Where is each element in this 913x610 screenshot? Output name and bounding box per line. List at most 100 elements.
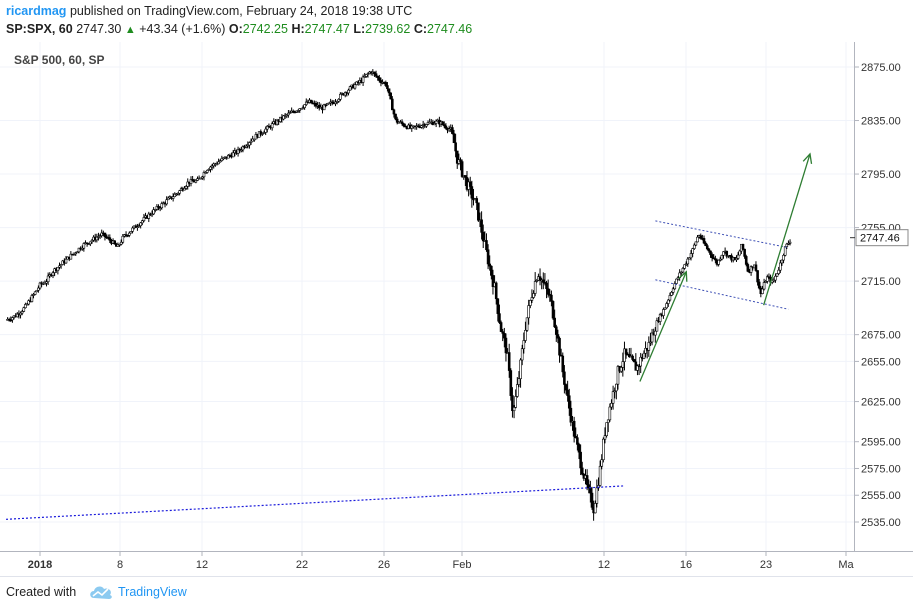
candle-up [671,288,675,293]
candle-down [554,326,558,335]
low-label: L: [353,22,366,36]
candle-down [628,354,631,358]
candle-up [603,435,607,440]
channel-lower-line[interactable] [655,279,789,310]
open-value: 2742.25 [242,22,288,36]
candle-up [218,160,222,163]
arrow-up-right[interactable] [762,153,811,306]
author-name[interactable]: ricardmag [6,4,67,18]
candle-up [365,74,368,77]
candle-down [392,109,396,115]
candle-up [244,145,248,148]
candle-up [285,114,289,117]
candle-up [150,213,154,216]
candle-up [275,119,279,125]
candle-down [702,238,706,244]
candle-up [621,361,625,368]
candle-up [46,275,50,283]
candle-up [131,227,134,232]
candle-up [647,342,651,351]
candle-up [27,300,30,305]
candle-down [490,265,493,276]
price-tick-label: 2655.00 [861,356,901,368]
candle-up [658,313,662,322]
candle-up [194,180,198,183]
candle-up [37,287,40,291]
symbol-label: SP:SPX, 60 [6,22,73,36]
candle-up [296,110,300,112]
price-tick-label: 2675.00 [861,330,901,342]
candle-up [717,259,720,265]
chart-area[interactable]: S&P 500, 60, SP 2535.00 2555.00 2575.00 259… [0,42,913,576]
tradingview-brand-link[interactable]: TradingView [118,585,187,599]
candle-down [481,232,485,242]
candle-up [610,402,613,408]
candle-up [522,340,526,350]
candle-up [655,320,659,332]
candle-down [704,242,707,246]
candle-up [334,101,337,104]
candle-down [757,281,761,289]
candle-up [74,252,78,255]
candle-down [576,437,579,445]
candle-up [783,246,787,256]
change-value: +43.34 (+1.6%) [139,22,226,36]
time-tick-label: 26 [378,559,390,571]
candle-up [738,250,742,256]
candle-down [580,467,584,475]
candle-down [157,206,160,209]
candle-up [615,383,618,392]
candle-up [58,265,61,268]
candle-up [129,231,133,234]
candle-up [606,419,610,423]
open-label: O: [228,22,243,36]
candle-up [166,197,170,201]
candle-down [191,179,194,182]
candle-down [545,282,548,289]
candle-up [231,152,235,158]
candle-up [514,396,517,408]
candle-up [25,303,29,306]
candle-up [683,264,686,269]
price-tick-label: 2535.00 [861,517,901,529]
candle-down [486,249,490,265]
candle-up [722,251,725,256]
support-trendline[interactable] [5,485,625,520]
price-tick-label: 2555.00 [861,490,901,502]
candle-up [35,289,39,293]
candle-down [451,127,454,134]
candle-up [644,347,647,354]
candle-up [128,232,131,236]
candle-up [69,253,73,260]
candle-up [749,266,753,273]
candle-down [444,125,448,129]
candle-up [530,297,534,301]
candle-up [447,128,451,131]
candle-up [696,236,699,243]
candles [6,69,792,521]
candle-up [119,241,123,245]
candle-down [464,175,467,178]
candle-down [485,240,488,251]
price-tick-label: 2795.00 [861,169,901,181]
candle-up [207,169,211,171]
candle-down [71,253,74,256]
candle-up [257,131,261,138]
candle-up [89,241,92,245]
arrow-up-left[interactable] [639,271,687,382]
chart-title: S&P 500, 60, SP [14,53,105,67]
candle-down [503,333,506,339]
candle-up [11,317,14,321]
candle-up [20,311,24,314]
channel-upper-line[interactable] [655,220,789,249]
candle-up [355,81,358,85]
candle-down [541,279,545,283]
candle-up [623,348,626,362]
price-tick-label: 2715.00 [861,276,901,288]
price-chart[interactable]: S&P 500, 60, SP 2535.00 2555.00 2575.00 259… [0,42,913,576]
candle-up [762,282,766,290]
candle-up [282,115,285,120]
candle-down [103,232,107,238]
candle-down [756,270,759,283]
candle-up [787,243,790,245]
